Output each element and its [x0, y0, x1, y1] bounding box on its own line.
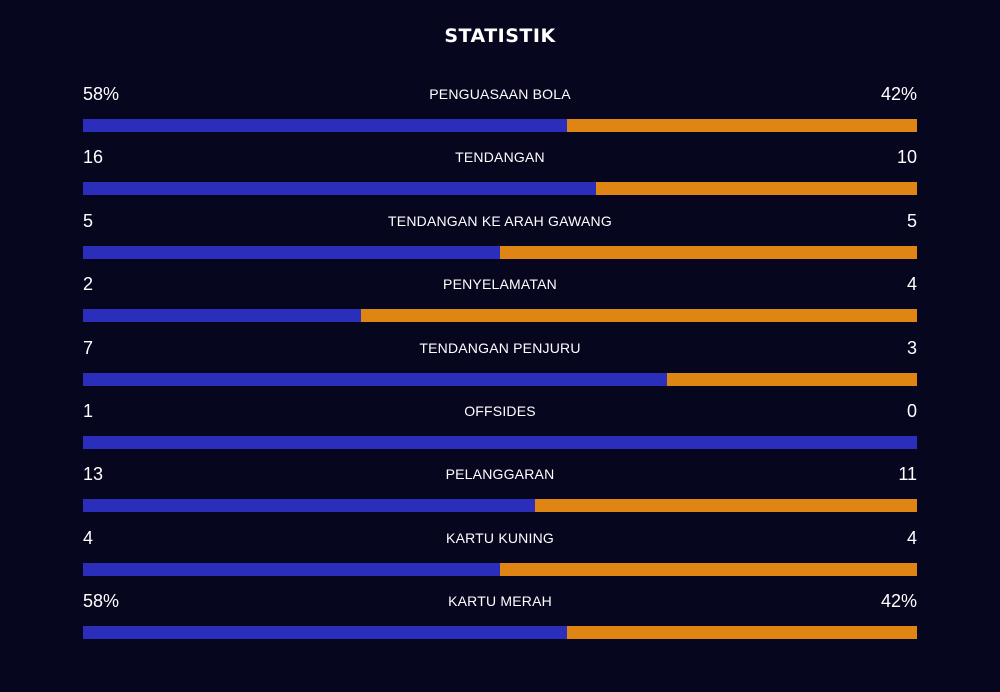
stat-values: 58% PENGUASAAN BOLA 42% [83, 80, 917, 108]
comparison-bar [83, 309, 917, 323]
home-value: 58% [83, 84, 120, 104]
home-value: 7 [83, 337, 94, 358]
home-bar [83, 372, 667, 386]
stat-values: 16 TENDANGAN 10 [83, 143, 917, 171]
home-bar [83, 435, 917, 449]
home-value: 1 [83, 400, 94, 421]
away-bar [360, 309, 917, 323]
comparison-bar [83, 562, 917, 576]
away-value: 4 [906, 274, 917, 295]
home-bar [83, 626, 567, 640]
comparison-bar [83, 119, 917, 132]
stat-values: 13 PELANGGARAN 11 [83, 460, 917, 488]
away-bar [566, 626, 917, 640]
away-bar [595, 182, 917, 196]
stat-row-shots-on-target: 5 TENDANGAN KE ARAH GAWANG 5 [83, 207, 917, 270]
away-bar [666, 372, 917, 386]
home-value: 13 [83, 464, 104, 485]
comparison-bar [83, 372, 917, 386]
stat-row-shots: 16 TENDANGAN 10 [83, 143, 917, 206]
stat-label: PELANGGARAN [445, 466, 555, 483]
stat-label: PENGUASAAN BOLA [429, 86, 571, 102]
stat-values: 4 KARTU KUNING 4 [83, 524, 917, 552]
stat-row-ball-possession: 58% PENGUASAAN BOLA 42% [83, 80, 917, 143]
home-bar [83, 182, 596, 196]
home-bar [83, 499, 536, 513]
home-value: 2 [83, 274, 94, 295]
stat-label: KARTU MERAH [448, 593, 552, 610]
stat-label: TENDANGAN PENJURU [419, 339, 581, 356]
away-bar [500, 562, 917, 576]
stat-row-yellow-cards: 4 KARTU KUNING 4 [83, 524, 917, 587]
home-bar [83, 245, 500, 259]
stat-row-fouls: 13 PELANGGARAN 11 [83, 460, 917, 523]
home-bar [83, 309, 361, 323]
home-value: 16 [83, 147, 104, 168]
stat-row-red-cards: 58% KARTU MERAH 42% [83, 587, 917, 650]
stat-label: OFFSIDES [464, 402, 536, 419]
away-value: 3 [906, 337, 917, 358]
home-bar [83, 119, 567, 132]
comparison-bar [83, 245, 917, 259]
stat-row-corners: 7 TENDANGAN PENJURU 3 [83, 334, 917, 397]
away-value: 5 [906, 210, 917, 231]
away-value: 4 [906, 527, 917, 548]
stat-label: PENYELAMATAN [443, 276, 557, 293]
home-value: 58% [83, 591, 120, 612]
comparison-bar [83, 435, 917, 449]
away-value: 42% [880, 84, 917, 104]
stat-row-saves: 2 PENYELAMATAN 4 [83, 270, 917, 333]
stat-label: KARTU KUNING [446, 529, 554, 546]
comparison-bar [83, 182, 917, 196]
stat-values: 5 TENDANGAN KE ARAH GAWANG 5 [83, 207, 917, 235]
page-title: STATISTIK [444, 25, 556, 47]
stat-label: TENDANGAN [455, 149, 545, 166]
stat-values: 2 PENYELAMATAN 4 [83, 270, 917, 298]
away-bar [535, 499, 917, 513]
stat-values: 1 OFFSIDES 0 [83, 397, 917, 425]
away-bar [566, 119, 917, 132]
home-value: 5 [83, 210, 94, 231]
stat-values: 7 TENDANGAN PENJURU 3 [83, 334, 917, 362]
stat-values: 58% KARTU MERAH 42% [83, 587, 917, 615]
away-value: 42% [880, 591, 917, 612]
stat-label: TENDANGAN KE ARAH GAWANG [388, 212, 612, 229]
stat-row-offsides: 1 OFFSIDES 0 [83, 397, 917, 460]
home-value: 4 [83, 527, 94, 548]
comparison-bar [83, 499, 917, 513]
away-value: 10 [896, 147, 917, 168]
comparison-bar [83, 626, 917, 640]
home-bar [83, 562, 500, 576]
away-value: 11 [898, 464, 917, 485]
stats-list: 58% PENGUASAAN BOLA 42% 16 TENDANGAN 10 … [83, 80, 917, 651]
away-value: 0 [906, 400, 917, 421]
away-bar [500, 245, 917, 259]
